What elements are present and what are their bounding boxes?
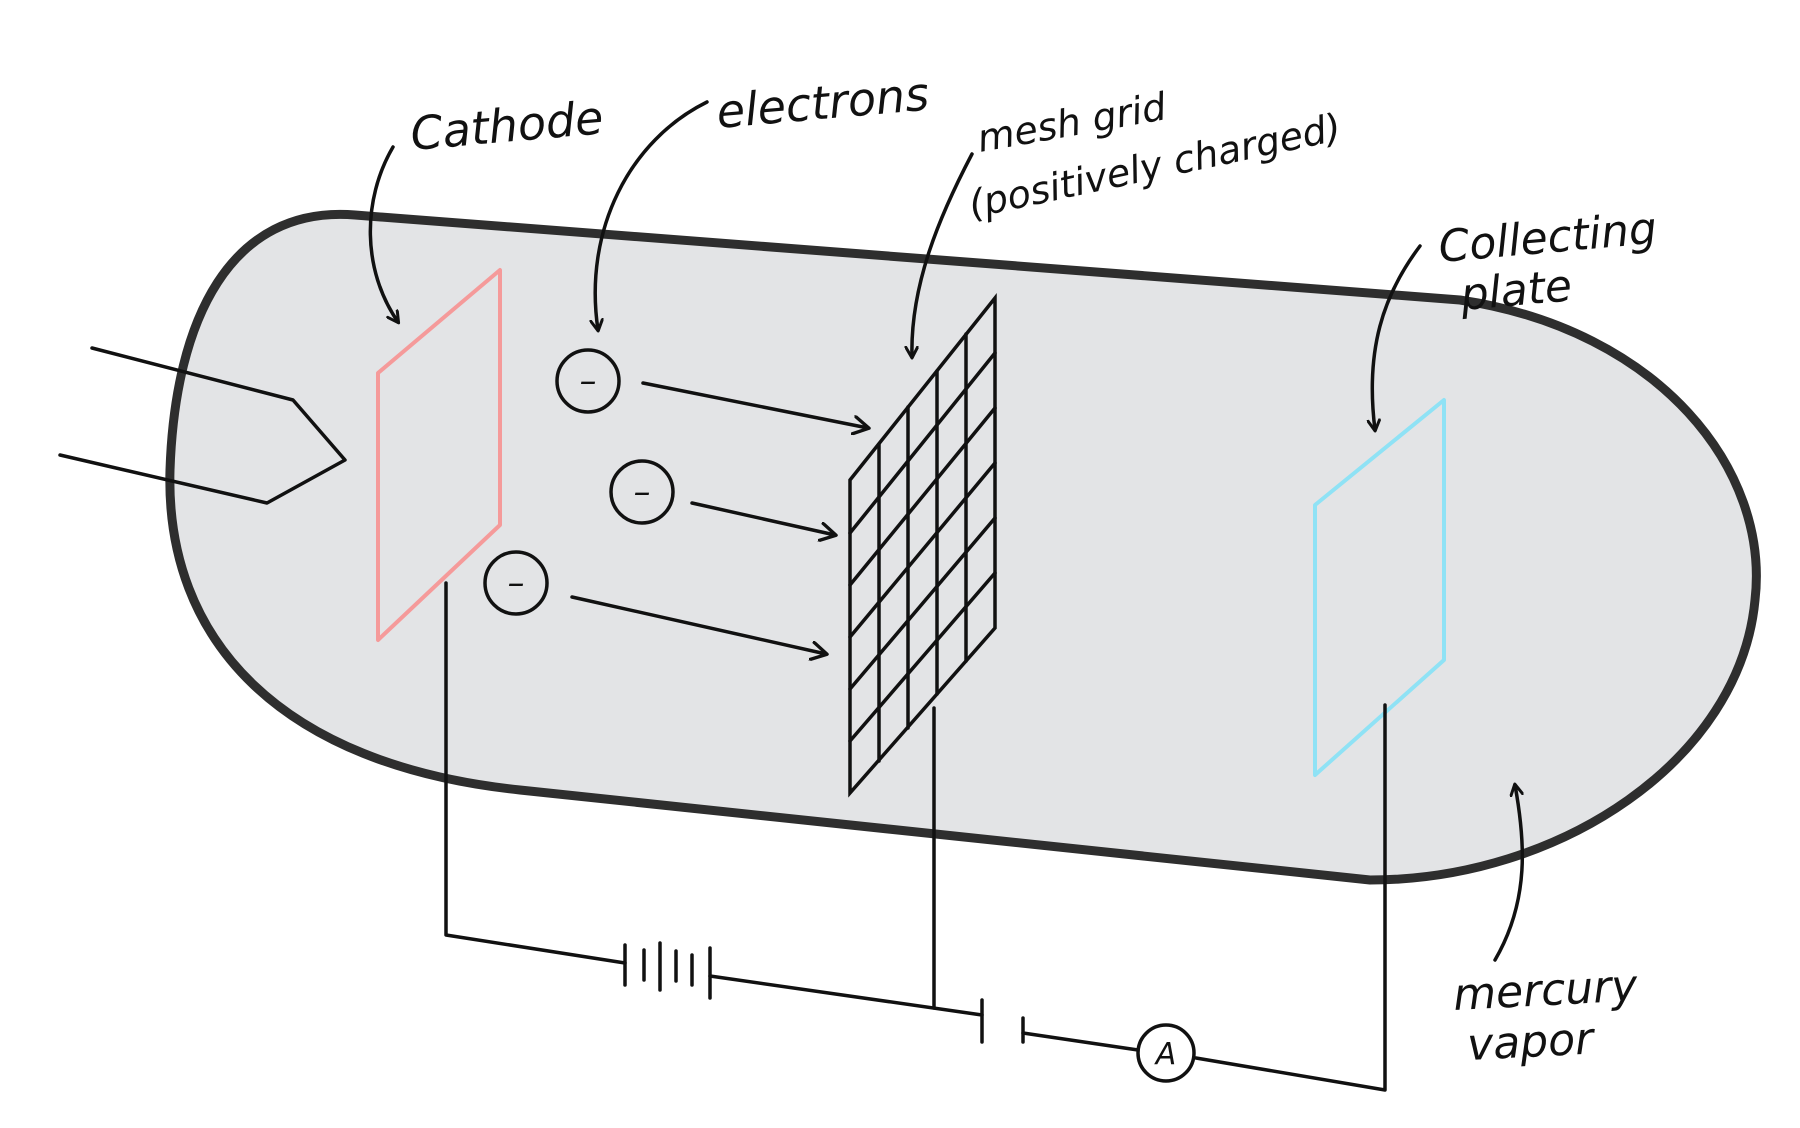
electron: –: [609, 459, 675, 525]
electron-motion-arrows: [570, 381, 868, 654]
electrons-label: electrons: [714, 67, 931, 139]
heater-filament-icon: [58, 346, 347, 505]
cathode-label: Cathode: [408, 90, 605, 161]
mesh-grid: [848, 292, 997, 798]
circuit-wires: [444, 581, 1387, 1092]
svg-text:–: –: [634, 472, 651, 512]
label-pointers: [368, 100, 1525, 962]
ammeter-icon: A: [1136, 1023, 1196, 1083]
collecting-plate-label-2: plate: [1458, 260, 1574, 321]
svg-text:–: –: [508, 563, 525, 603]
svg-text:A: A: [1154, 1037, 1177, 1072]
mercury-vapor-label: mercury: [1452, 960, 1640, 1021]
vacuum-tube: [165, 209, 1761, 885]
electron: –: [483, 550, 549, 616]
mercury-vapor-label-2: vapor: [1466, 1013, 1597, 1071]
svg-text:–: –: [580, 361, 597, 401]
battery-icon: [623, 941, 712, 1000]
electron: –: [555, 348, 621, 414]
cathode-plate: [376, 268, 502, 642]
collecting-plate: [1313, 398, 1446, 777]
cell-icon: [980, 998, 1025, 1044]
